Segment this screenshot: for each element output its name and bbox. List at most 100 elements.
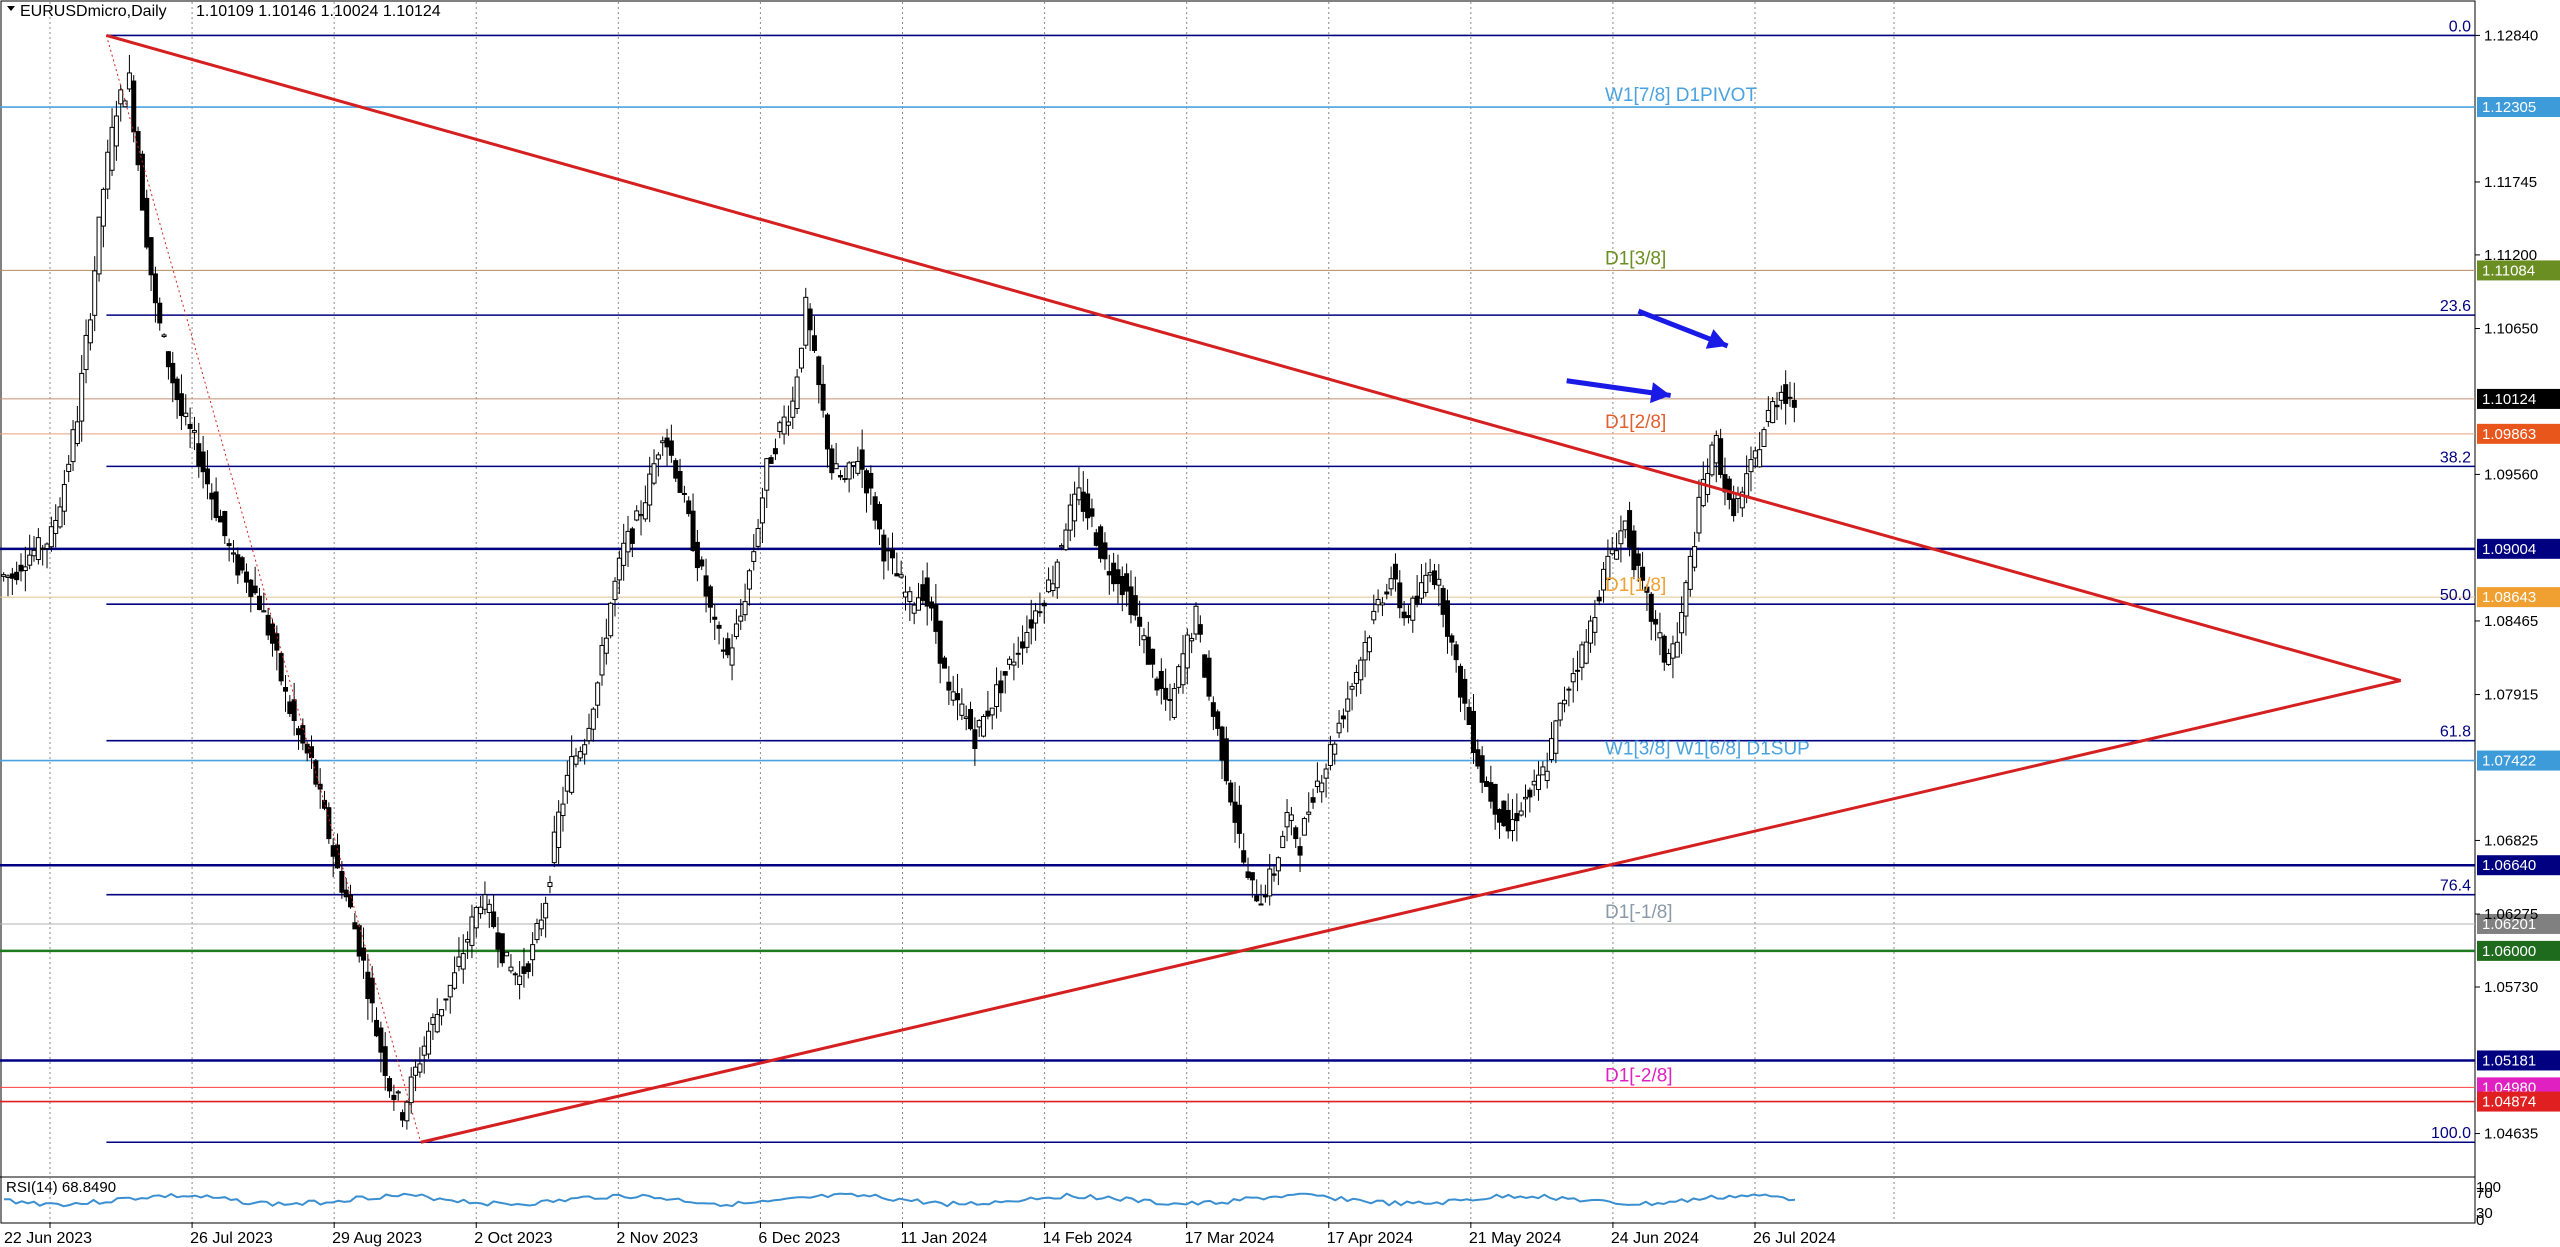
- candle-bear: [707, 586, 713, 608]
- candle-bull: [517, 975, 523, 986]
- candle-bull: [751, 551, 757, 562]
- candle-bear: [18, 564, 24, 572]
- candle-bear: [929, 601, 935, 609]
- horizontal-levels: [0, 34, 2475, 1144]
- candle-bear: [842, 478, 848, 481]
- candle-bear: [1128, 586, 1134, 616]
- candle-bull: [404, 1101, 410, 1122]
- candle-bull: [755, 527, 761, 547]
- candle-bull: [1301, 818, 1307, 836]
- candle-bear: [139, 153, 145, 211]
- candle-bear: [1475, 749, 1481, 767]
- candle-bull: [1427, 572, 1433, 576]
- level-label: D1[2/8]: [1605, 412, 1666, 433]
- price-axis[interactable]: 1.12305 1.11084 1.10124 1.09863 1.09004 1.086…: [2475, 27, 2560, 1143]
- time-axis[interactable]: 22 Jun 2023 26 Jul 2023 29 Aug 2023 2 Oct 2…: [4, 1222, 1836, 1247]
- candle-bear: [1575, 669, 1581, 672]
- candle-bull: [1288, 814, 1294, 821]
- candle-bull: [1366, 637, 1372, 653]
- candle-bear: [1150, 648, 1156, 665]
- price-box-label: 1.09863: [2482, 426, 2536, 443]
- candle-bear: [1440, 587, 1446, 615]
- candle-bull: [473, 907, 479, 929]
- fib-label: 0.0: [2449, 18, 2471, 35]
- candle-bear: [1197, 624, 1203, 635]
- candle-bear: [1254, 895, 1260, 902]
- candle-bull: [616, 557, 622, 581]
- candle-bear: [889, 549, 895, 559]
- candle-bear: [322, 799, 328, 809]
- y-tick-label: 1.08465: [2484, 613, 2538, 630]
- candle-bear: [226, 543, 232, 547]
- candle-bull: [1171, 688, 1177, 718]
- price-box: [2477, 538, 2560, 559]
- x-tick-label: 17 Apr 2024: [1327, 1230, 1413, 1247]
- candle-bear: [326, 807, 332, 840]
- candle-bear: [1085, 493, 1091, 519]
- candle-bear: [525, 963, 531, 972]
- candle-bear: [1648, 593, 1654, 622]
- candle-bear: [972, 729, 978, 749]
- candle-bull: [1618, 530, 1624, 545]
- candle-bear: [716, 624, 722, 629]
- candle-bear: [196, 443, 202, 467]
- candle-bull: [456, 956, 462, 967]
- candle-bear: [998, 680, 1004, 694]
- candle-bear: [213, 491, 219, 519]
- candle-bear: [243, 571, 249, 583]
- candle-bull: [1761, 429, 1767, 447]
- candle-bull: [1583, 641, 1589, 664]
- candle-bear: [1457, 665, 1463, 698]
- candle-bear: [664, 437, 670, 448]
- candle-bull: [569, 756, 575, 793]
- candle-bear: [1501, 800, 1507, 827]
- candle-bear: [382, 1046, 388, 1076]
- candle-bear: [1783, 384, 1789, 404]
- candle-bull: [1683, 582, 1689, 617]
- candle-bull: [1566, 688, 1572, 691]
- candle-bear: [291, 699, 297, 721]
- arrow-head: [1705, 329, 1728, 349]
- candle-bull: [794, 376, 800, 410]
- candle-bear: [1497, 809, 1503, 823]
- y-tick-label: 1.10650: [2484, 321, 2538, 338]
- candle-bull: [1510, 819, 1516, 832]
- candle-bull: [560, 803, 566, 817]
- candle-bull: [261, 610, 267, 613]
- price-box: [2477, 913, 2560, 934]
- candle-bull: [1011, 661, 1017, 666]
- candle-bull: [1189, 637, 1195, 642]
- y-tick-label: 1.06825: [2484, 832, 2538, 849]
- candle-bull: [426, 1030, 432, 1055]
- price-box: [2477, 587, 2560, 608]
- candle-bull: [1267, 868, 1273, 897]
- candle-bear: [209, 492, 215, 500]
- candle-bull: [798, 347, 804, 369]
- candle-bear: [1661, 635, 1667, 663]
- candle-bear: [499, 933, 505, 964]
- candle-bear: [1310, 797, 1316, 803]
- candle-bear: [772, 448, 778, 455]
- price-box-label: 1.12305: [2482, 99, 2536, 116]
- candle-bull: [1670, 643, 1676, 659]
- candle-bull: [1007, 658, 1013, 665]
- candle-bull: [590, 708, 596, 730]
- level-label: W1[7/8] D1PIVOT: [1605, 85, 1757, 106]
- candle-bull: [460, 953, 466, 970]
- candle-bear: [1479, 755, 1485, 783]
- candle-bull: [1752, 450, 1758, 459]
- y-tick-label: 1.06275: [2484, 906, 2538, 923]
- candle-bear: [335, 844, 341, 869]
- candle-bull: [486, 903, 492, 913]
- candle-bear: [256, 595, 262, 611]
- dropdown-triangle-icon[interactable]: [7, 6, 15, 11]
- candle-bear: [1444, 600, 1450, 637]
- price-box-label: 1.07422: [2482, 753, 2536, 770]
- candle-bull: [608, 602, 614, 637]
- candle-bear: [348, 894, 354, 908]
- candle-bear: [152, 273, 158, 304]
- candle-bear: [391, 1094, 397, 1100]
- candle-bull: [1054, 561, 1060, 589]
